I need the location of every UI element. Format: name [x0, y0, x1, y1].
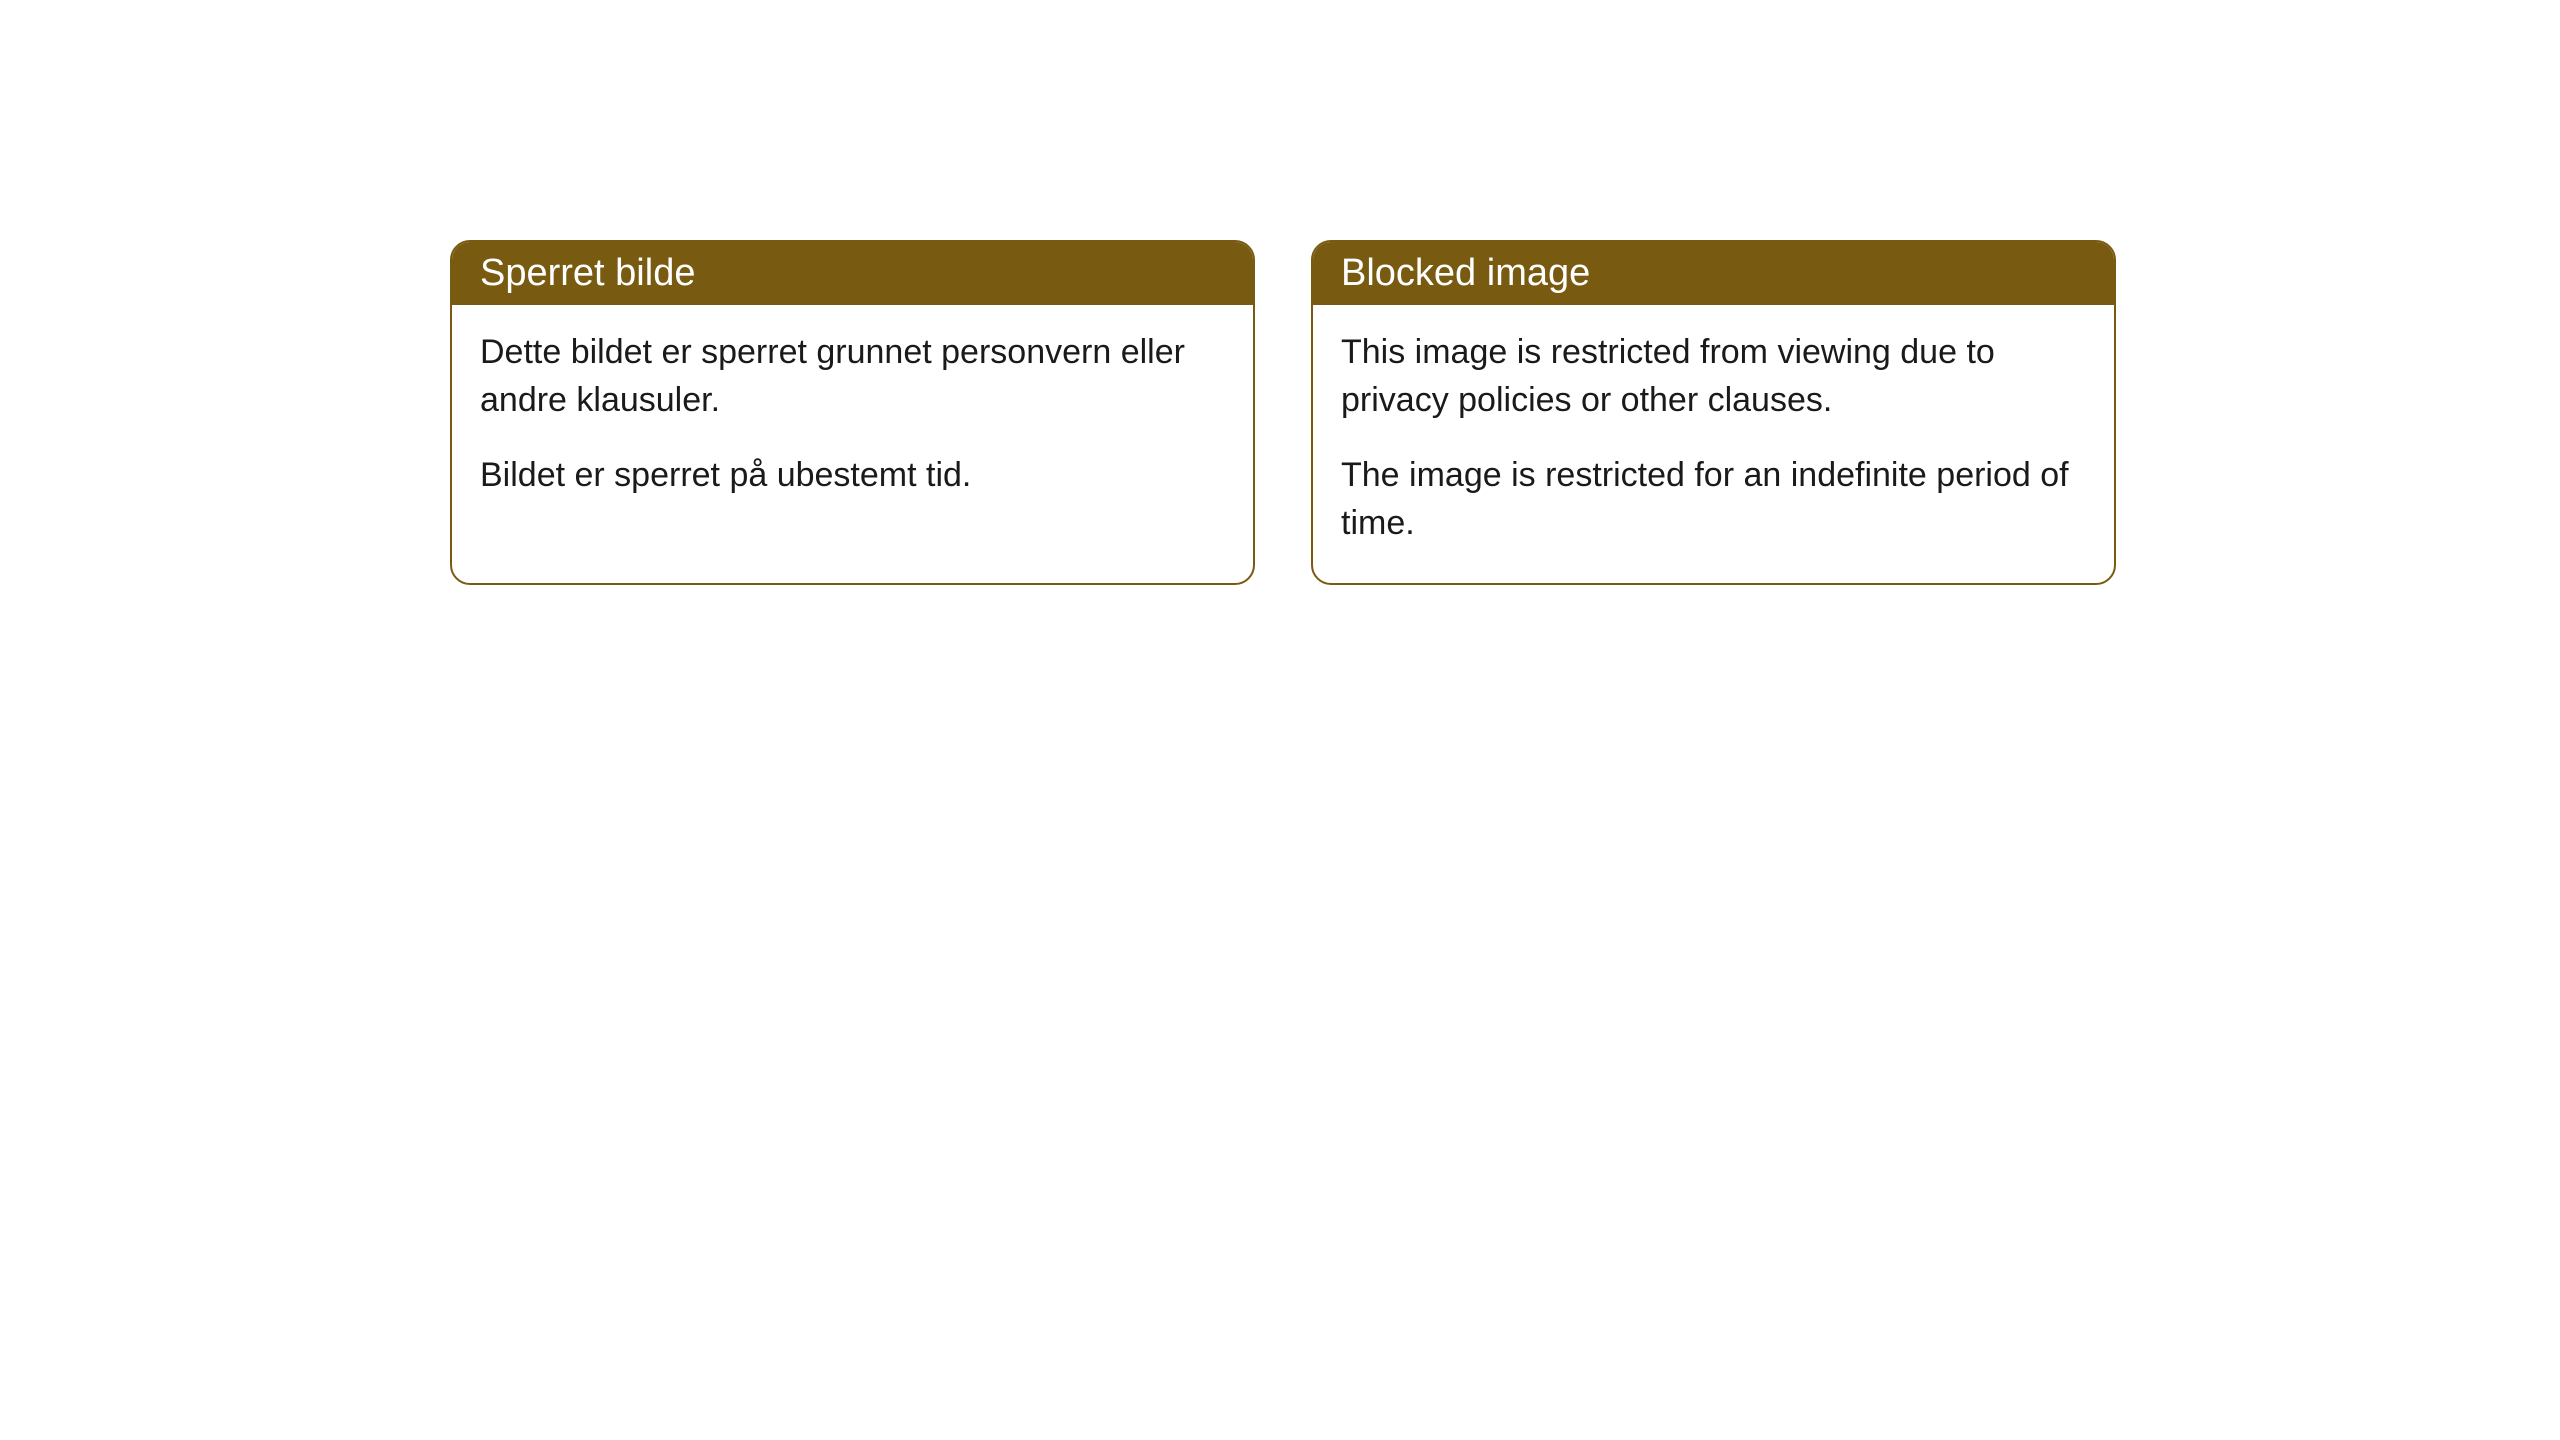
- card-paragraph-2: Bildet er sperret på ubestemt tid.: [480, 452, 1225, 500]
- card-header: Sperret bilde: [452, 242, 1253, 305]
- card-title: Sperret bilde: [480, 252, 695, 294]
- card-paragraph-1: Dette bildet er sperret grunnet personve…: [480, 329, 1225, 424]
- card-body: Dette bildet er sperret grunnet personve…: [452, 305, 1253, 536]
- card-paragraph-2: The image is restricted for an indefinit…: [1341, 452, 2086, 547]
- card-paragraph-1: This image is restricted from viewing du…: [1341, 329, 2086, 424]
- card-body: This image is restricted from viewing du…: [1313, 305, 2114, 583]
- notice-cards-container: Sperret bilde Dette bildet er sperret gr…: [450, 240, 2560, 585]
- notice-card-norwegian: Sperret bilde Dette bildet er sperret gr…: [450, 240, 1255, 585]
- card-title: Blocked image: [1341, 252, 1590, 294]
- card-header: Blocked image: [1313, 242, 2114, 305]
- notice-card-english: Blocked image This image is restricted f…: [1311, 240, 2116, 585]
